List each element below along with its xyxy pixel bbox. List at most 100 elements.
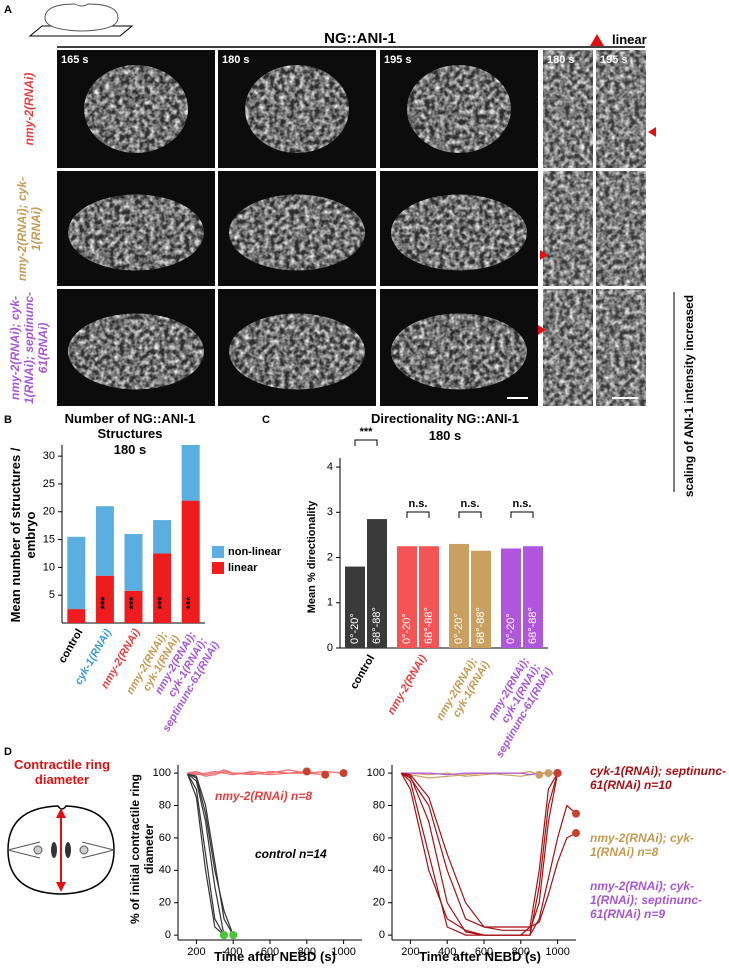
x-tick-label: 800 bbox=[512, 946, 530, 958]
y-tick-label: 2 bbox=[327, 551, 333, 563]
linear-marker bbox=[540, 250, 548, 260]
x-axis-label: Time after NEBD (s) bbox=[214, 949, 336, 964]
y-tick-label: 5 bbox=[49, 589, 55, 601]
y-tick-label: 20 bbox=[43, 506, 55, 518]
panel-a-title: NG::ANI-1 bbox=[324, 30, 396, 47]
y-tick-label: 0 bbox=[327, 642, 333, 654]
y-tick-label: 60 bbox=[373, 832, 385, 844]
chart-title: Number of NG::ANI-1 Structures bbox=[64, 411, 196, 441]
bar-segment bbox=[95, 575, 114, 623]
x-tick-label: nmy-2(RNAi); cyk-1(RNAi) bbox=[434, 653, 492, 729]
embryo-texture bbox=[84, 65, 188, 153]
y-axis-label: Mean number of structures / embryo bbox=[8, 447, 38, 623]
y-tick-label: 60 bbox=[159, 832, 171, 844]
bar-label: 0°-20° bbox=[401, 613, 413, 644]
y-tick-label: 20 bbox=[373, 897, 385, 909]
x-tick-label: 200 bbox=[187, 946, 205, 958]
x-tick-label: 800 bbox=[298, 946, 316, 958]
embryo-texture bbox=[245, 65, 349, 153]
y-tick-label: 3 bbox=[327, 506, 333, 518]
significance: n.s. bbox=[409, 498, 428, 510]
x-tick-label: control bbox=[56, 627, 85, 665]
x-tick-label: 400 bbox=[224, 946, 242, 958]
bar-label: 0°-20° bbox=[349, 613, 361, 644]
x-tick-label: control bbox=[348, 653, 377, 691]
curve bbox=[400, 772, 577, 936]
legend-label: linear bbox=[228, 562, 258, 574]
bar bbox=[419, 546, 439, 648]
annotation: nmy-2(RNAi) n=8 bbox=[215, 789, 365, 804]
embryo-texture bbox=[407, 65, 511, 153]
crop-texture bbox=[543, 289, 593, 406]
x-tick-label: 600 bbox=[475, 946, 493, 958]
significance: *** bbox=[99, 596, 111, 610]
bar-label: 68°-88° bbox=[527, 607, 539, 644]
significance: n.s. bbox=[461, 498, 480, 510]
y-tick-label: 100 bbox=[367, 767, 385, 779]
bar-segment bbox=[95, 506, 114, 576]
bar-segment bbox=[124, 534, 143, 591]
legend-annotation: nmy-2(RNAi); cyk-1(RNAi); septinunc-61(R… bbox=[590, 879, 702, 921]
curve bbox=[401, 770, 540, 777]
bar bbox=[523, 546, 543, 648]
x-tick-label: 1000 bbox=[545, 946, 569, 958]
y-tick-label: 40 bbox=[159, 864, 171, 876]
chart-title: Directionality NG::ANI-1 bbox=[370, 411, 520, 426]
y-axis-label: Mean % directionality bbox=[306, 500, 318, 613]
curve bbox=[186, 772, 225, 936]
end-marker bbox=[302, 767, 311, 776]
end-marker bbox=[321, 770, 330, 779]
y-tick-label: 10 bbox=[43, 561, 55, 573]
time-label: 195 s bbox=[600, 54, 628, 66]
bar bbox=[397, 546, 417, 648]
crop-texture bbox=[596, 171, 646, 286]
end-marker bbox=[220, 931, 228, 940]
bar bbox=[449, 543, 469, 648]
crop-texture bbox=[543, 171, 593, 286]
panel-label: D bbox=[4, 746, 12, 758]
panel-label: A bbox=[4, 4, 12, 16]
y-tick-label: 15 bbox=[43, 533, 55, 545]
end-marker bbox=[553, 769, 562, 778]
x-tick-label: nmy-2(RNAi) bbox=[385, 653, 429, 717]
legend-label: non-linear bbox=[228, 546, 282, 558]
crop-texture bbox=[543, 50, 593, 168]
y-tick-label: 30 bbox=[43, 450, 55, 462]
legend-swatch bbox=[212, 562, 224, 574]
x-tick-label: 200 bbox=[401, 946, 419, 958]
panel-label: C bbox=[262, 414, 270, 426]
chart-subtitle: 180 s bbox=[428, 428, 462, 443]
x-tick-label: 600 bbox=[261, 946, 279, 958]
centrosome bbox=[79, 845, 89, 855]
bar-label: 68°-88° bbox=[371, 607, 383, 644]
time-label: 165 s bbox=[61, 54, 89, 66]
y-tick-label: 20 bbox=[159, 897, 171, 909]
embryo-texture bbox=[68, 194, 204, 271]
y-tick-label: 40 bbox=[373, 864, 385, 876]
end-marker bbox=[339, 769, 348, 778]
bar-segment bbox=[181, 500, 200, 623]
bar-label: 68°-88° bbox=[423, 607, 435, 644]
embryo-texture bbox=[391, 313, 527, 390]
y-tick-label: 0 bbox=[379, 929, 385, 941]
significance: *** bbox=[156, 596, 168, 610]
legend-triangle bbox=[590, 34, 604, 46]
curve bbox=[187, 772, 234, 936]
embryo-texture bbox=[391, 194, 527, 271]
bar-label: 68°-88° bbox=[475, 607, 487, 644]
embryo-texture bbox=[229, 313, 365, 390]
embryo-texture bbox=[229, 194, 365, 271]
curve bbox=[186, 772, 225, 936]
diagram-label: Contractile ring diameter bbox=[13, 757, 111, 787]
chart-subtitle: 180 s bbox=[113, 442, 147, 457]
crop-texture bbox=[596, 50, 646, 168]
embryo-icon bbox=[44, 3, 119, 32]
bar-segment bbox=[181, 445, 200, 501]
y-tick-label: 0 bbox=[165, 929, 171, 941]
bar-segment bbox=[153, 520, 172, 554]
y-tick-label: 25 bbox=[43, 478, 55, 490]
y-tick-label: 100 bbox=[153, 767, 171, 779]
bar-label: 0°-20° bbox=[505, 613, 517, 644]
